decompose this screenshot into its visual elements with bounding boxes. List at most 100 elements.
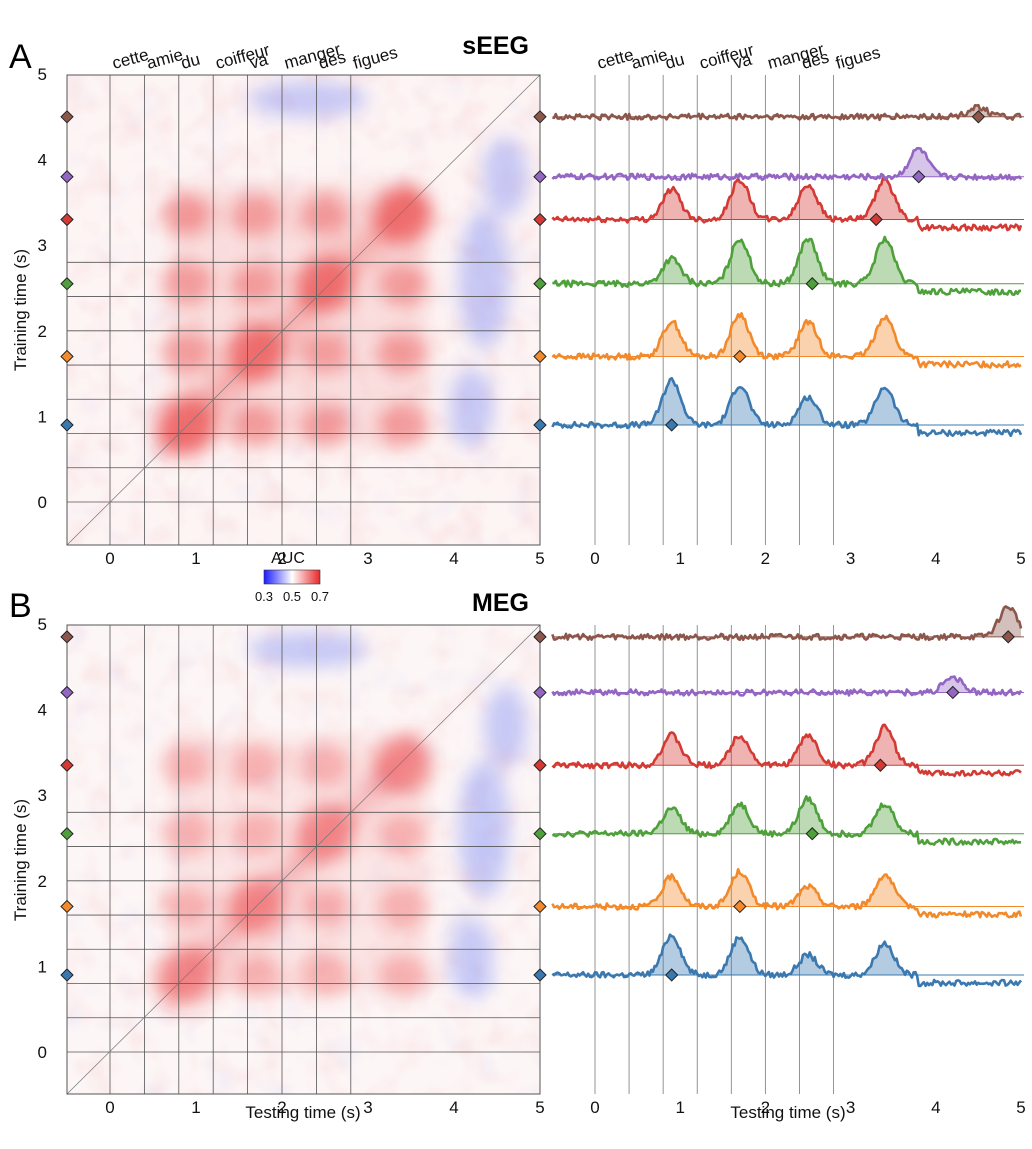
timecourse-area — [552, 313, 1021, 357]
y-tick-label: 2 — [38, 872, 47, 891]
train-time-marker-right — [533, 899, 547, 914]
panel-a-heatmap — [66, 74, 541, 546]
heatmap-b-ylabel: Training time (s) — [11, 799, 30, 921]
train-time-marker-right — [533, 968, 547, 982]
x-tick-label: 5 — [1016, 549, 1025, 568]
train-time-marker-right — [533, 827, 547, 841]
y-tick-label: 2 — [38, 322, 47, 341]
y-tick-label: 4 — [38, 701, 47, 720]
timecourse-line — [551, 868, 1023, 919]
train-time-marker-right — [533, 630, 547, 644]
heatmap-a-frame — [66, 74, 541, 546]
train-time-marker-left — [60, 827, 74, 841]
y-tick-label: 4 — [38, 151, 47, 170]
heatmap-blue-region — [483, 136, 528, 217]
heatmap-b-blue-regions — [247, 631, 528, 998]
heatmap-blue-region — [449, 917, 494, 998]
train-time-marker-left — [60, 349, 74, 364]
timecourse-line — [551, 176, 1023, 232]
train-time-marker — [869, 212, 883, 227]
panel-b-label: B — [9, 587, 32, 625]
timecourse-line — [551, 723, 1022, 778]
y-tick-label: 0 — [38, 1043, 47, 1062]
timecourse-area — [552, 237, 1021, 284]
train-time-marker-right — [533, 758, 547, 772]
word-label-heatmap: amie — [145, 45, 186, 73]
train-time-marker-right — [533, 418, 547, 432]
word-label-heatmap: du — [179, 50, 202, 73]
train-time-marker — [912, 170, 926, 184]
train-time-marker-left — [60, 968, 74, 982]
timecourse-line — [551, 312, 1022, 369]
x-tick-label: 2 — [277, 549, 286, 568]
y-tick-label: 3 — [38, 236, 47, 255]
train-time-marker-right — [533, 170, 547, 184]
train-time-marker-right — [533, 110, 547, 124]
word-label-heatmap: figues — [351, 43, 400, 73]
heatmap-blue-region — [247, 631, 368, 668]
x-tick-label: 1 — [191, 549, 200, 568]
timecourse-line — [551, 795, 1022, 846]
heatmap-b-frame — [66, 624, 541, 1095]
heatmap-blue-region — [458, 209, 511, 350]
timecourse-area — [552, 934, 1021, 975]
train-time-marker — [805, 277, 819, 291]
heatmap-b-blobs — [150, 732, 433, 1012]
train-time-marker-left — [60, 212, 74, 227]
y-tick-label: 1 — [38, 407, 47, 426]
train-time-marker — [664, 968, 679, 982]
timecourse-area — [552, 148, 1021, 177]
train-time-marker — [805, 827, 819, 841]
word-label-lines: figues — [834, 43, 883, 73]
x-tick-label: 1 — [675, 549, 684, 568]
train-time-marker — [1001, 630, 1015, 644]
word-label-lines: va — [731, 50, 754, 73]
train-time-marker-left — [60, 758, 74, 772]
x-tick-label: 5 — [535, 549, 544, 568]
y-tick-label: 1 — [38, 957, 47, 976]
timecourse-area — [552, 796, 1021, 834]
x-tick-label: 0 — [590, 1098, 599, 1117]
timecourse-line — [551, 933, 1023, 988]
timecourse-area — [552, 869, 1021, 907]
timecourse-area — [552, 378, 1021, 425]
heatmap-blue-region — [458, 759, 511, 900]
colorbar-tick-high: 0.7 — [311, 589, 329, 604]
train-time-marker-left — [60, 418, 74, 432]
heatmap-diagonal — [66, 624, 541, 1095]
train-time-marker — [971, 110, 986, 124]
colorbar-gradient — [263, 569, 321, 585]
timecourse-line — [551, 675, 1023, 697]
x-tick-label: 0 — [590, 549, 599, 568]
heatmap-blue-region — [483, 686, 528, 767]
train-time-marker — [946, 685, 960, 700]
train-time-marker-right — [533, 685, 547, 700]
heatmap-a-grid — [66, 74, 541, 546]
timecourse-area — [552, 606, 1021, 637]
heatmap-diagonal — [66, 74, 541, 546]
train-time-marker-left — [60, 170, 74, 184]
y-tick-label: 0 — [38, 493, 47, 512]
x-tick-label: 1 — [675, 1098, 684, 1117]
y-tick-label: 5 — [38, 615, 47, 634]
panel-b-timecourses — [551, 605, 1024, 1094]
colorbar: AUC 0.3 0.5 0.7 — [255, 550, 329, 604]
panel-a-title: sEEG — [462, 32, 529, 60]
train-time-marker-left — [60, 630, 74, 644]
x-tick-label: 0 — [105, 1098, 114, 1117]
train-time-marker-left — [60, 277, 74, 291]
word-label-heatmap: va — [248, 50, 271, 73]
x-tick-label: 3 — [363, 1098, 372, 1117]
train-time-marker-left — [60, 110, 74, 124]
x-tick-label: 3 — [846, 1098, 855, 1117]
colorbar-title: AUC — [271, 550, 305, 567]
train-time-marker-right — [533, 212, 547, 227]
x-tick-label: 4 — [931, 1098, 940, 1117]
timecourse-line — [552, 103, 1023, 122]
x-tick-label: 0 — [105, 549, 114, 568]
train-time-marker-right — [533, 277, 547, 291]
timecourse-line — [551, 376, 1023, 438]
train-time-marker — [733, 899, 747, 914]
heatmap-b-grid — [66, 624, 541, 1095]
